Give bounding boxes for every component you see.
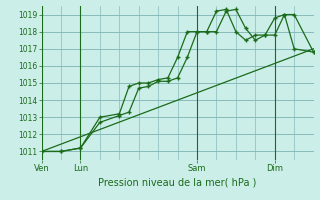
X-axis label: Pression niveau de la mer( hPa ): Pression niveau de la mer( hPa ) <box>99 177 257 187</box>
